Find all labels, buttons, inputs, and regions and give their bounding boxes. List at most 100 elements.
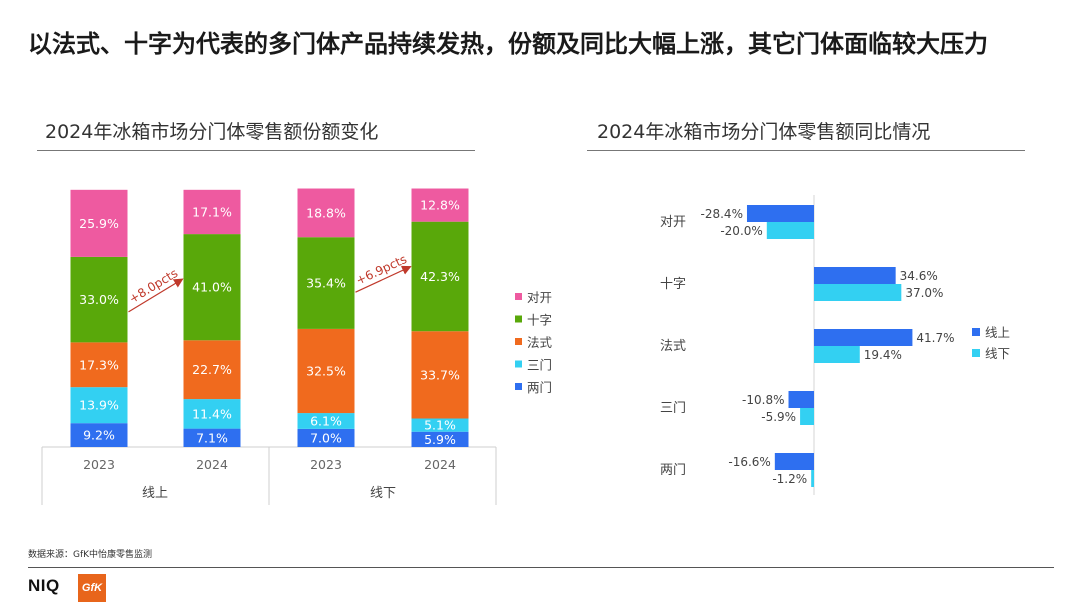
legend-swatch bbox=[515, 293, 522, 300]
bar-data-label: 37.0% bbox=[905, 286, 943, 300]
bar-online bbox=[814, 329, 913, 346]
bar-offline bbox=[811, 470, 814, 487]
bar-offline bbox=[814, 346, 860, 363]
right-chart-subtitle: 2024年冰箱市场分门体零售额同比情况 bbox=[597, 121, 931, 143]
bar-online bbox=[788, 391, 814, 408]
category-label: 对开 bbox=[660, 215, 686, 230]
group-label: 线下 bbox=[370, 486, 396, 501]
bar-data-label: 17.3% bbox=[79, 357, 119, 372]
bar-segment bbox=[297, 328, 355, 414]
bar-data-label: 11.4% bbox=[192, 406, 232, 421]
bar-online bbox=[774, 453, 814, 470]
bar-data-label: 5.1% bbox=[424, 418, 456, 433]
bar-data-label: -10.8% bbox=[742, 393, 784, 407]
bar-segment bbox=[183, 340, 241, 400]
bar-segment bbox=[297, 413, 355, 429]
left-subtitle-rule bbox=[37, 150, 475, 151]
bar-online bbox=[746, 205, 814, 222]
bar-segment bbox=[183, 234, 241, 341]
bar-segment bbox=[411, 188, 469, 222]
bar-data-label: 25.9% bbox=[79, 216, 119, 231]
bar-data-label: 33.7% bbox=[420, 367, 460, 382]
legend-label: 两门 bbox=[527, 380, 552, 395]
niq-logo: NIQ bbox=[28, 576, 60, 595]
pcts-arrow bbox=[355, 265, 412, 293]
bar-data-label: 19.4% bbox=[864, 348, 902, 362]
bar-data-label: 7.1% bbox=[196, 430, 228, 445]
bar-data-label: 12.8% bbox=[420, 198, 460, 213]
page-title: 以法式、十字为代表的多门体产品持续发热，份额及同比大幅上涨，其它门体面临较大压力 bbox=[28, 30, 988, 58]
bar-data-label: 41.7% bbox=[916, 331, 954, 345]
bar-segment bbox=[70, 189, 128, 257]
bar-data-label: 22.7% bbox=[192, 362, 232, 377]
bar-segment bbox=[411, 221, 469, 332]
bar-segment bbox=[183, 428, 241, 447]
category-label: 法式 bbox=[660, 339, 686, 354]
legend-swatch bbox=[515, 383, 522, 390]
bar-data-label: 35.4% bbox=[306, 276, 346, 291]
bar-segment bbox=[411, 418, 469, 432]
right-subtitle-rule bbox=[587, 150, 1025, 151]
legend-label: 线下 bbox=[985, 346, 1010, 361]
legend-label: 线上 bbox=[985, 325, 1010, 340]
gfk-logo: GfK bbox=[78, 574, 106, 602]
bar-data-label: 9.2% bbox=[83, 428, 115, 443]
bar-data-label: -28.4% bbox=[701, 207, 743, 221]
x-tick-label: 2024 bbox=[196, 457, 228, 472]
bar-segment bbox=[70, 256, 128, 343]
bar-data-label: -5.9% bbox=[761, 410, 796, 424]
bar-segment bbox=[297, 237, 355, 329]
bar-online bbox=[814, 267, 896, 284]
category-label: 两门 bbox=[660, 463, 686, 478]
bar-segment bbox=[297, 188, 355, 238]
bar-segment bbox=[183, 399, 241, 429]
category-label: 十字 bbox=[660, 277, 686, 292]
bar-segment bbox=[297, 428, 355, 447]
bar-data-label: 34.6% bbox=[900, 269, 938, 283]
bar-data-label: 41.0% bbox=[192, 280, 232, 295]
x-tick-label: 2023 bbox=[310, 457, 342, 472]
bar-data-label: -20.0% bbox=[720, 224, 762, 238]
bar-segment bbox=[70, 387, 128, 424]
bar-segment bbox=[183, 189, 241, 235]
x-tick-label: 2024 bbox=[424, 457, 456, 472]
bar-segment bbox=[411, 331, 469, 419]
bar-offline bbox=[766, 222, 814, 239]
bar-segment bbox=[70, 342, 128, 388]
stacked-share-chart: 9.2% 13.9% 17.3% 33.0% 25.9% 2023 7.1% 11.4% 22.… bbox=[41, 188, 553, 505]
bar-data-label: -16.6% bbox=[728, 455, 770, 469]
bar-data-label: -1.2% bbox=[772, 472, 807, 486]
left-chart-subtitle: 2024年冰箱市场分门体零售额份额变化 bbox=[45, 121, 379, 143]
legend-label: 三门 bbox=[527, 358, 552, 373]
data-source-note: 数据来源：GfK中怡康零售监测 bbox=[28, 550, 153, 560]
pcts-annotation: +8.0pcts bbox=[127, 266, 181, 306]
legend-label: 十字 bbox=[527, 313, 552, 328]
footer-rule bbox=[28, 567, 1054, 568]
x-tick-label: 2023 bbox=[83, 457, 115, 472]
bar-offline bbox=[800, 408, 814, 425]
legend-swatch bbox=[972, 349, 980, 357]
category-label: 三门 bbox=[660, 401, 686, 416]
yoy-bar-chart: 对开 -28.4% -20.0% 十字 34.6% 37.0% 法式 41.7% 19.4% 三门… bbox=[660, 195, 1010, 495]
pcts-arrow bbox=[128, 278, 184, 313]
bar-data-label: 32.5% bbox=[306, 363, 346, 378]
bar-data-label: 17.1% bbox=[192, 204, 232, 219]
legend-swatch bbox=[515, 338, 522, 345]
pcts-annotation: +6.9pcts bbox=[354, 252, 409, 288]
bar-segment bbox=[70, 423, 128, 447]
bar-data-label: 5.9% bbox=[424, 432, 456, 447]
bar-data-label: 33.0% bbox=[79, 292, 119, 307]
bar-segment bbox=[411, 431, 469, 447]
bar-offline bbox=[814, 284, 902, 301]
legend-swatch bbox=[972, 328, 980, 336]
legend-label: 对开 bbox=[527, 290, 552, 305]
legend-swatch bbox=[515, 315, 522, 323]
legend-label: 法式 bbox=[527, 335, 553, 350]
bar-data-label: 42.3% bbox=[420, 269, 460, 284]
bar-data-label: 13.9% bbox=[79, 398, 119, 413]
bar-data-label: 18.8% bbox=[306, 205, 346, 220]
bar-data-label: 6.1% bbox=[310, 413, 342, 428]
bar-data-label: 7.0% bbox=[310, 430, 342, 445]
group-label: 线上 bbox=[142, 486, 168, 501]
legend-swatch bbox=[515, 360, 522, 368]
